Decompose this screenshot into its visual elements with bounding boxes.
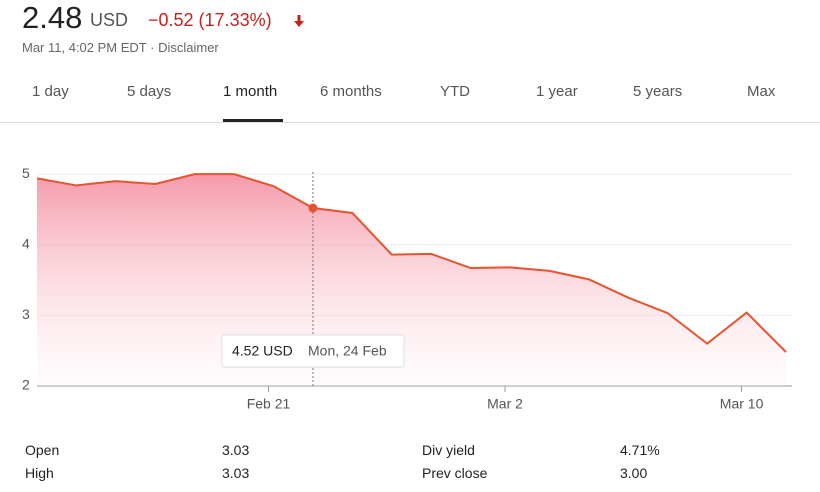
y-tick-label: 3 [22,306,30,322]
range-tab[interactable]: 1 month [223,83,278,100]
y-tick-label: 5 [22,165,30,181]
price-change: −0.52 (17.33%) [148,10,272,30]
x-tick-label: Mar 2 [487,396,523,412]
stat-label: Prev close [422,465,488,481]
area-fill [37,174,786,386]
range-tab[interactable]: 5 days [127,83,172,100]
price: 2.48 [22,0,83,35]
tooltip-date: Mon, 24 Feb [308,343,387,359]
stat-label: Open [25,442,60,458]
range-tab[interactable]: 5 years [633,83,683,100]
tab-underline [223,119,283,122]
chart: 2 3 4 5 Feb 21 Mar 2 Mar 10 4.52 USD Mon, 24 Feb [22,165,792,412]
price-line [36,173,787,353]
hover-point [308,203,318,213]
currency: USD [90,10,129,30]
y-tick-label: 4 [22,235,30,251]
range-tab[interactable]: YTD [440,83,470,100]
stat-value: 3.00 [620,465,648,481]
range-tab[interactable]: Max [747,83,776,100]
x-tick-label: Feb 21 [247,396,291,412]
divider [0,122,820,123]
stat-value: 3.03 [222,465,250,481]
range-tab[interactable]: 6 months [320,83,382,100]
y-tick-label: 2 [22,377,30,393]
timestamp-text: Mar 11, 4:02 PM EDT [22,40,147,55]
stat-value: 3.03 [222,442,250,458]
tooltip-box [221,334,405,368]
stat-label: High [25,465,54,481]
range-tab[interactable]: 1 day [32,83,69,100]
stat-label: Div yield [422,442,475,458]
tooltip-value: 4.52 USD [232,343,293,359]
timestamp: Mar 11, 4:02 PM EDT · Disclaimer [22,40,219,55]
disclaimer-link[interactable]: Disclaimer [158,40,219,55]
down-arrow [294,15,304,27]
range-tab[interactable]: 1 year [536,83,578,100]
stat-value: 4.71% [620,442,660,458]
x-tick-label: Mar 10 [720,396,764,412]
